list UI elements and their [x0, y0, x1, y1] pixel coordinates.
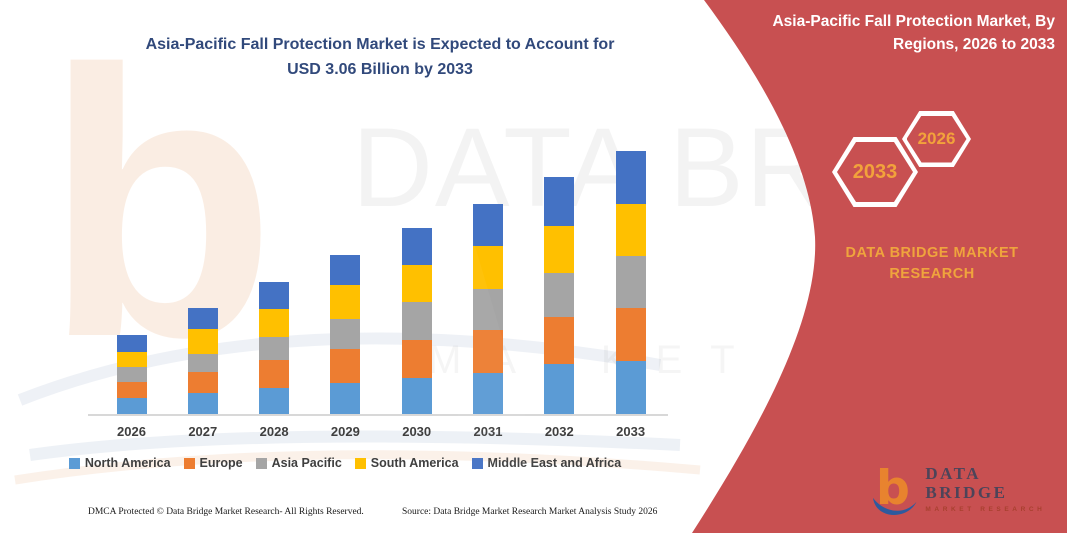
bar-segment-asia-pacific: [544, 273, 575, 317]
bar-segment-europe: [116, 382, 147, 398]
bar-segment-south-america: [544, 226, 575, 274]
bar-segment-middle-east-and-africa: [544, 176, 575, 226]
bar-segment-europe: [187, 371, 218, 394]
data-bridge-b-watermark-icon: b: [44, 0, 277, 416]
bar-segment-europe: [615, 307, 646, 362]
bar-segment-asia-pacific: [259, 337, 290, 360]
hexagon-2033-label: 2033: [837, 142, 913, 202]
brand-wordmark-line2: RESEARCH: [889, 266, 975, 283]
legend-label: South America: [370, 456, 459, 470]
bar-segment-south-america: [259, 308, 290, 338]
legend-marker-icon: [354, 457, 366, 469]
bar-segment-north-america: [259, 388, 290, 415]
chart-legend: North America Europe Asia Pacific South Ame…: [60, 456, 630, 470]
bar-segment-europe: [544, 316, 575, 365]
brand-wordmark: DATA BRIDGE MARKET RESEARCH: [812, 243, 1052, 285]
legend-label: Europe: [199, 456, 243, 470]
legend-marker-icon: [471, 457, 483, 469]
legend-marker-icon: [183, 457, 195, 469]
chart-title: Asia-Pacific Fall Protection Market is E…: [85, 33, 675, 83]
x-axis-label-2027: 2027: [188, 424, 218, 439]
legend-item-north-america: North America: [68, 456, 171, 470]
x-axis-line: [88, 414, 668, 416]
banner-title-line2: Regions, 2026 to 2033: [893, 36, 1055, 54]
x-axis-label-2026: 2026: [117, 424, 146, 439]
brand-wordmark-line1: DATA BRIDGE MARKET: [845, 245, 1019, 261]
bar-segment-north-america: [116, 397, 147, 415]
bar-segment-asia-pacific: [615, 256, 646, 308]
legend-item-asia-pacific: Asia Pacific: [255, 456, 342, 470]
bar-segment-north-america: [615, 361, 646, 415]
bar-segment-north-america: [473, 372, 503, 415]
logo-name: DATA BRIDGE: [925, 464, 1008, 502]
chart-title-line2: USD 3.06 Billion by 2033: [287, 60, 473, 78]
bar-segment-south-america: [116, 352, 147, 367]
bar-segment-south-america: [330, 284, 361, 320]
data-bridge-logo: b DATA BRIDGE MARKET RESEARCH: [872, 462, 1067, 516]
bar-segment-middle-east-and-africa: [473, 204, 503, 246]
legend-label: Middle East and Africa: [487, 456, 622, 470]
bar-segment-middle-east-and-africa: [330, 255, 361, 285]
chart-title-line1: Asia-Pacific Fall Protection Market is E…: [145, 36, 615, 53]
legend-marker-icon: [68, 457, 80, 469]
bar-segment-asia-pacific: [330, 319, 361, 350]
bar-segment-north-america: [401, 377, 432, 415]
bar-segment-middle-east-and-africa: [615, 150, 646, 205]
legend-label: Asia Pacific: [271, 456, 342, 470]
x-axis-label-2029: 2029: [330, 424, 360, 439]
bar-segment-middle-east-and-africa: [187, 307, 218, 329]
bar-segment-asia-pacific: [401, 301, 432, 340]
dmca-copyright-text: DMCA Protected © Data Bridge Market Rese…: [88, 507, 364, 517]
bar-segment-south-america: [615, 204, 646, 257]
bar-segment-asia-pacific: [473, 289, 503, 331]
bar-segment-north-america: [544, 364, 575, 415]
banner-title-line1: Asia-Pacific Fall Protection Market, By: [772, 13, 1055, 30]
bar-segment-europe: [401, 339, 432, 378]
bar-segment-middle-east-and-africa: [401, 227, 432, 265]
x-axis-label-2031: 2031: [473, 424, 503, 439]
source-text: Source: Data Bridge Market Research Mark…: [402, 507, 658, 517]
bar-segment-asia-pacific: [187, 353, 218, 372]
data-bridge-b-icon: b: [872, 462, 917, 516]
x-axis-label-2033: 2033: [616, 424, 646, 439]
logo-subtitle: MARKET RESEARCH: [925, 505, 1046, 513]
bar-segment-north-america: [330, 383, 361, 415]
banner-title: Asia-Pacific Fall Protection Market, By …: [720, 10, 1062, 57]
legend-marker-icon: [255, 457, 267, 469]
x-axis-label-2030: 2030: [402, 424, 432, 439]
bar-segment-europe: [330, 349, 361, 384]
legend-item-europe: Europe: [183, 456, 243, 470]
legend-item-middle-east-and-africa: Middle East and Africa: [471, 456, 622, 470]
bar-segment-south-america: [187, 328, 218, 354]
legend-label: North America: [84, 456, 171, 470]
bar-segment-asia-pacific: [116, 366, 147, 383]
bar-segment-south-america: [401, 264, 432, 302]
bar-segment-south-america: [473, 245, 503, 289]
legend-item-south-america: South America: [354, 456, 459, 470]
x-axis-label-2032: 2032: [544, 424, 574, 439]
bar-segment-north-america: [187, 393, 218, 415]
bar-segment-europe: [259, 359, 290, 389]
x-axis-label-2028: 2028: [259, 424, 289, 439]
bar-segment-middle-east-and-africa: [259, 282, 290, 309]
hexagon-2026-label: 2026: [906, 115, 967, 163]
bar-segment-middle-east-and-africa: [116, 334, 147, 352]
bar-segment-europe: [473, 330, 503, 373]
